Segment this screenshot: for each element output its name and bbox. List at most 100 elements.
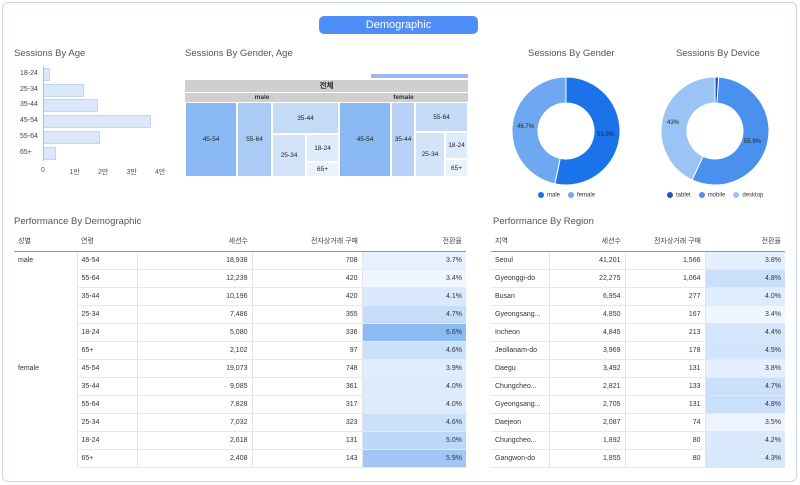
table-row[interactable]: Busan 6,954 277 4.0%: [491, 287, 785, 306]
table-cell: 2,705: [548, 395, 625, 414]
table-cell: 55-64: [76, 269, 137, 288]
treemap-root-header[interactable]: 전체: [185, 80, 468, 92]
age-bar[interactable]: [43, 68, 50, 81]
table-cell: 1,892: [548, 431, 625, 450]
table-cell: 4.0%: [704, 287, 785, 306]
table-cell: 6,954: [548, 287, 625, 306]
treemap-cell[interactable]: 65+: [306, 162, 339, 177]
treemap-depth-bar[interactable]: [371, 74, 468, 78]
table-row[interactable]: Gyeonggi-do 22,275 1,064 4.8%: [491, 269, 785, 288]
table-row[interactable]: Chungcheo... 2,821 133 4.7%: [491, 377, 785, 396]
column-header[interactable]: 전자상거래 구매: [625, 232, 705, 252]
treemap-cell[interactable]: 25-34: [272, 134, 306, 177]
table-row[interactable]: 18-24 5,080 336 6.6%: [14, 323, 466, 342]
table-cell: Daegu: [491, 359, 549, 378]
legend-item[interactable]: male: [538, 192, 560, 199]
legend-item[interactable]: tablet: [667, 192, 691, 199]
sessions-by-gender-age-title: Sessions By Gender, Age: [185, 48, 293, 59]
age-bar[interactable]: [43, 115, 151, 129]
treemap-cell[interactable]: 55-64: [237, 102, 272, 177]
legend-dot: [667, 192, 673, 198]
gender-slice-male[interactable]: [554, 76, 621, 186]
table-row[interactable]: Daegu 3,492 131 3.8%: [491, 359, 785, 378]
table-row[interactable]: Daejeon 2,087 74 3.5%: [491, 413, 785, 432]
treemap-cell[interactable]: 35-44: [272, 102, 339, 134]
table-row[interactable]: 25-34 7,486 355 4.7%: [14, 305, 466, 324]
column-header[interactable]: 지역: [491, 232, 549, 252]
table-row[interactable]: 25-34 7,032 323 4.6%: [14, 413, 466, 432]
age-bar[interactable]: [43, 99, 98, 113]
table-row[interactable]: 55-64 7,828 317 4.0%: [14, 395, 466, 414]
age-axis-tick-label: 4만: [155, 169, 166, 176]
table-cell: 4.3%: [704, 449, 785, 468]
treemap-cell[interactable]: 35-44: [391, 102, 415, 177]
treemap-cell[interactable]: 55-64: [415, 102, 468, 132]
sessions-treemap[interactable]: 전체 male female 45-54 55-64 35-44 25-34 1…: [185, 80, 468, 177]
table-cell: 4.5%: [704, 341, 785, 360]
table-cell: 167: [624, 305, 705, 324]
table-row[interactable]: Chungcheo... 1,892 80 4.2%: [491, 431, 785, 450]
treemap-cell[interactable]: 45-54: [185, 102, 237, 177]
table-cell: 213: [624, 323, 705, 342]
treemap-cell[interactable]: 65+: [445, 159, 468, 177]
table-cell: 3.7%: [361, 251, 466, 270]
table-cell: 420: [251, 269, 362, 288]
table-cell: 708: [251, 251, 362, 270]
device-slice-desktop[interactable]: [660, 76, 716, 181]
legend-label: mobile: [707, 192, 726, 199]
table-cell: 3.5%: [704, 413, 785, 432]
treemap-group-female[interactable]: female: [339, 92, 468, 102]
table-cell: 4.6%: [361, 341, 466, 360]
table-row[interactable]: 35-44 9,085 361 4.0%: [14, 377, 466, 396]
table-row[interactable]: Jeollanam-do 3,969 178 4.5%: [491, 341, 785, 360]
age-bar[interactable]: [43, 130, 100, 144]
table-cell: 55-64: [76, 395, 137, 414]
treemap-cell[interactable]: 25-34: [415, 132, 445, 177]
treemap-depth-fill: [372, 75, 467, 77]
table-row[interactable]: 65+ 2,102 97 4.6%: [14, 341, 466, 360]
column-header[interactable]: 전환율: [362, 232, 466, 252]
column-header[interactable]: 성별: [14, 232, 77, 252]
column-header[interactable]: 전자상거래 구매: [252, 232, 362, 252]
table-cell: [14, 305, 77, 323]
device-slice-mobile[interactable]: [691, 76, 770, 186]
table-cell: 5.9%: [361, 449, 466, 468]
table-row[interactable]: Gyeongsang... 2,705 131 4.8%: [491, 395, 785, 414]
table-cell: 4.4%: [704, 323, 785, 342]
table-cell: 748: [251, 359, 362, 378]
column-header[interactable]: 전환율: [705, 232, 785, 252]
table-row[interactable]: 18-24 2,618 131 5.0%: [14, 431, 466, 450]
table-cell: 65+: [76, 449, 137, 468]
treemap-cell[interactable]: 18-24: [445, 132, 468, 159]
table-cell: Chungcheo...: [491, 431, 549, 450]
table-row[interactable]: female 45-54 19,073 748 3.9%: [14, 359, 466, 378]
table-row[interactable]: 65+ 2,408 143 5.9%: [14, 449, 466, 468]
column-header[interactable]: 세션수: [549, 232, 625, 252]
column-header[interactable]: 세션수: [137, 232, 252, 252]
treemap-group-male[interactable]: male: [185, 92, 339, 102]
table-cell: 97: [251, 341, 362, 360]
age-bar[interactable]: [43, 83, 84, 97]
gender-slice-female[interactable]: [511, 76, 567, 185]
table-row[interactable]: Gyeongsang... 4,850 167 3.4%: [491, 305, 785, 324]
device-donut-chart[interactable]: [659, 75, 771, 187]
treemap-cell[interactable]: 18-24: [306, 134, 339, 162]
table-cell: 80: [624, 449, 705, 468]
table-row[interactable]: Gangwon-do 1,855 80 4.3%: [491, 449, 785, 468]
legend-item[interactable]: mobile: [698, 192, 726, 199]
gender-donut-chart[interactable]: [510, 75, 622, 187]
table-cell: 3.8%: [704, 359, 785, 378]
legend-item[interactable]: female: [568, 192, 595, 199]
table-row[interactable]: 35-44 10,196 420 4.1%: [14, 287, 466, 306]
treemap-cell[interactable]: 45-54: [339, 102, 391, 177]
legend-item[interactable]: desktop: [733, 192, 763, 199]
table-row[interactable]: 55-64 12,239 420 3.4%: [14, 269, 466, 288]
column-header[interactable]: 연령: [77, 232, 137, 252]
table-row[interactable]: male 45-54 18,938 708 3.7%: [14, 251, 466, 270]
table-row[interactable]: Seoul 41,201 1,566 3.8%: [491, 251, 785, 270]
table-row[interactable]: Incheon 4,845 213 4.4%: [491, 323, 785, 342]
table-cell: 3,969: [548, 341, 625, 360]
age-bar[interactable]: [43, 146, 56, 160]
table-cell: Gyeongsang...: [491, 305, 549, 324]
